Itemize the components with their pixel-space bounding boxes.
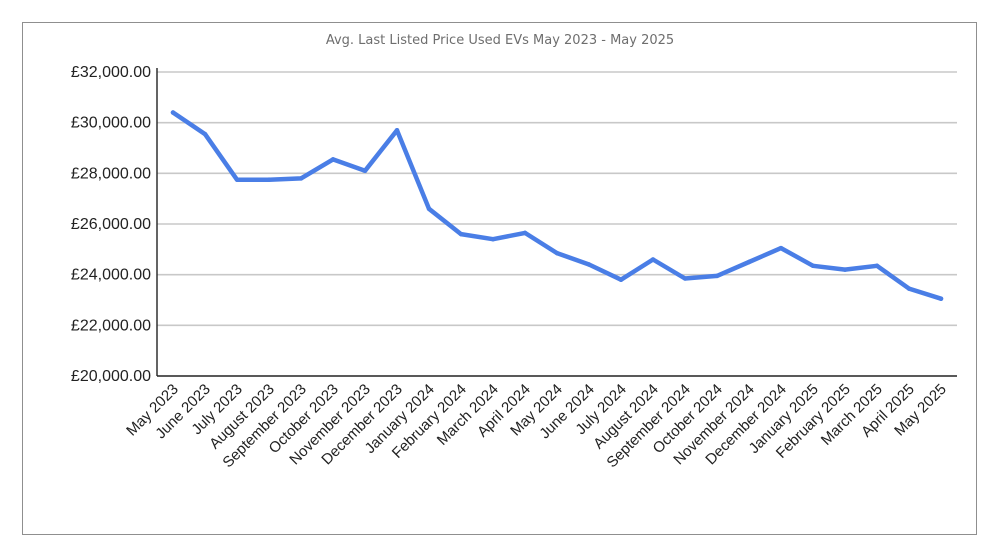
data-point bbox=[778, 245, 784, 251]
data-point bbox=[874, 263, 880, 269]
data-point bbox=[842, 267, 848, 272]
data-point bbox=[618, 277, 624, 282]
y-axis-ticks: £20,000.00 £22,000.00 £24,000.00 £26,000.00… bbox=[71, 64, 151, 385]
data-point bbox=[170, 110, 176, 115]
data-point bbox=[202, 131, 208, 137]
y-tick-label: £26,000.00 bbox=[71, 216, 151, 233]
data-point bbox=[330, 157, 336, 162]
series-line bbox=[170, 110, 944, 301]
data-point bbox=[650, 257, 656, 262]
data-point bbox=[522, 230, 528, 236]
data-point bbox=[458, 231, 464, 237]
data-point bbox=[266, 177, 272, 182]
data-point bbox=[682, 276, 688, 281]
data-point bbox=[586, 262, 592, 267]
data-point bbox=[906, 286, 912, 291]
data-point bbox=[554, 250, 560, 256]
line-chart: Avg. Last Listed Price Used EVs May 2023… bbox=[71, 33, 957, 471]
data-point bbox=[426, 206, 432, 212]
y-tick-label: £20,000.00 bbox=[71, 368, 151, 385]
data-point bbox=[746, 259, 752, 265]
chart-frame: Avg. Last Listed Price Used EVs May 2023… bbox=[22, 22, 977, 535]
data-point bbox=[810, 263, 816, 269]
y-tick-label: £28,000.00 bbox=[71, 165, 151, 182]
chart-title: Avg. Last Listed Price Used EVs May 2023… bbox=[326, 33, 674, 48]
y-tick-label: £24,000.00 bbox=[71, 267, 151, 284]
data-point bbox=[714, 273, 720, 279]
y-tick-label: £22,000.00 bbox=[71, 317, 151, 334]
y-tick-label: £30,000.00 bbox=[71, 115, 151, 132]
gridlines bbox=[157, 71, 957, 327]
data-point bbox=[234, 177, 240, 182]
data-point bbox=[298, 176, 304, 181]
data-point bbox=[362, 168, 368, 174]
series-layer bbox=[170, 110, 944, 301]
data-point bbox=[938, 296, 944, 301]
data-point bbox=[490, 236, 496, 242]
y-tick-label: £32,000.00 bbox=[71, 64, 151, 81]
data-point bbox=[394, 128, 400, 133]
